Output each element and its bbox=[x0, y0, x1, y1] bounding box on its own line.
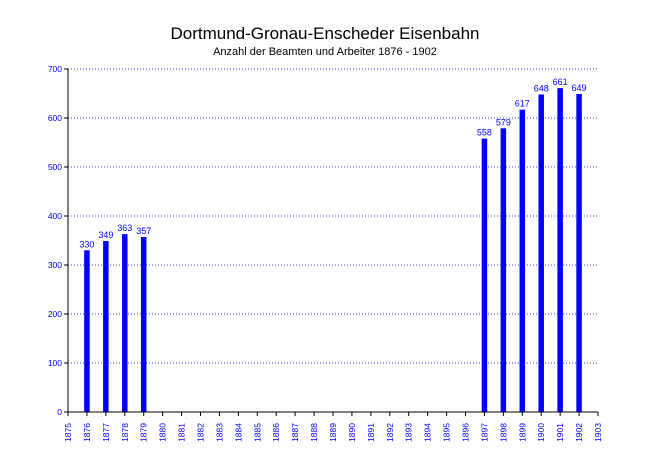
chart-title: Dortmund-Gronau-Enscheder Eisenbahn bbox=[170, 24, 480, 43]
x-tick-label: 1881 bbox=[177, 423, 187, 442]
x-tick-label: 1882 bbox=[196, 423, 206, 442]
x-tick-label: 1887 bbox=[290, 423, 300, 442]
bar-1897 bbox=[481, 138, 488, 412]
bar-1879 bbox=[140, 237, 147, 412]
x-tick-label: 1875 bbox=[63, 423, 73, 442]
bar-1901 bbox=[557, 88, 563, 413]
data-label-1898: 579 bbox=[496, 117, 511, 127]
x-tick-label: 1886 bbox=[271, 423, 281, 442]
data-label-1876: 330 bbox=[79, 239, 94, 249]
bars bbox=[84, 88, 582, 413]
y-tick-label: 400 bbox=[48, 211, 62, 221]
bar-1899 bbox=[519, 109, 526, 413]
y-tick-label: 100 bbox=[48, 358, 62, 368]
x-tick-label: 1902 bbox=[574, 423, 584, 442]
y-tick-label: 500 bbox=[48, 162, 62, 172]
y-tick-label: 300 bbox=[48, 260, 62, 270]
y-tick-label: 0 bbox=[57, 407, 62, 417]
x-tick-label: 1893 bbox=[404, 423, 414, 442]
x-tick-label: 1896 bbox=[461, 423, 471, 442]
x-tick-label: 1890 bbox=[347, 423, 357, 442]
data-label-1877: 349 bbox=[98, 230, 113, 240]
x-tick-label: 1891 bbox=[366, 423, 376, 442]
x-tick-label: 1895 bbox=[442, 423, 452, 442]
data-label-1879: 357 bbox=[136, 226, 151, 236]
x-tick-label: 1899 bbox=[517, 423, 527, 442]
y-tick-label: 600 bbox=[48, 113, 62, 123]
x-tick-label: 1892 bbox=[385, 423, 395, 442]
x-tick-label: 1903 bbox=[593, 423, 603, 442]
x-tick-label: 1877 bbox=[101, 423, 111, 442]
x-tick-label: 1880 bbox=[158, 423, 168, 442]
x-tick-label: 1901 bbox=[555, 423, 565, 442]
x-tick-label: 1898 bbox=[498, 423, 508, 442]
bar-1900 bbox=[538, 94, 544, 412]
x-tick-label: 1883 bbox=[214, 423, 224, 442]
y-tick-label: 200 bbox=[48, 309, 62, 319]
bar-1898 bbox=[500, 128, 507, 413]
data-label-1897: 558 bbox=[477, 128, 492, 138]
x-tick-label: 1876 bbox=[82, 423, 92, 442]
y-tick-label: 700 bbox=[48, 64, 62, 74]
x-tick-label: 1884 bbox=[233, 423, 243, 442]
bar-1878 bbox=[122, 234, 128, 412]
bar-1877 bbox=[103, 240, 109, 412]
x-tick-label: 1885 bbox=[252, 423, 262, 442]
bar-1902 bbox=[576, 93, 582, 413]
x-tick-label: 1889 bbox=[328, 423, 338, 442]
x-tick-label: 1878 bbox=[120, 423, 130, 442]
x-tick-label: 1879 bbox=[139, 423, 149, 442]
x-tick-label: 1888 bbox=[309, 423, 319, 442]
data-label-1901: 661 bbox=[553, 77, 568, 87]
data-label-1900: 648 bbox=[534, 83, 549, 93]
x-tick-label: 1894 bbox=[423, 423, 433, 442]
data-label-1899: 617 bbox=[515, 99, 530, 109]
bar-1876 bbox=[84, 250, 90, 412]
data-label-1878: 363 bbox=[117, 223, 132, 233]
data-labels: 330 349 363 357 558 579 617 648 661 649 bbox=[79, 77, 586, 249]
axes: 0 100 200 300 400 500 600 700 1875 1876 1877 1878 18… bbox=[48, 64, 603, 442]
gridlines bbox=[68, 68, 598, 364]
x-tick-label: 1897 bbox=[479, 423, 489, 442]
chart-subtitle: Anzahl der Beamten und Arbeiter 1876 - 1… bbox=[213, 46, 437, 58]
x-tick-label: 1900 bbox=[536, 423, 546, 442]
data-label-1902: 649 bbox=[572, 83, 587, 93]
